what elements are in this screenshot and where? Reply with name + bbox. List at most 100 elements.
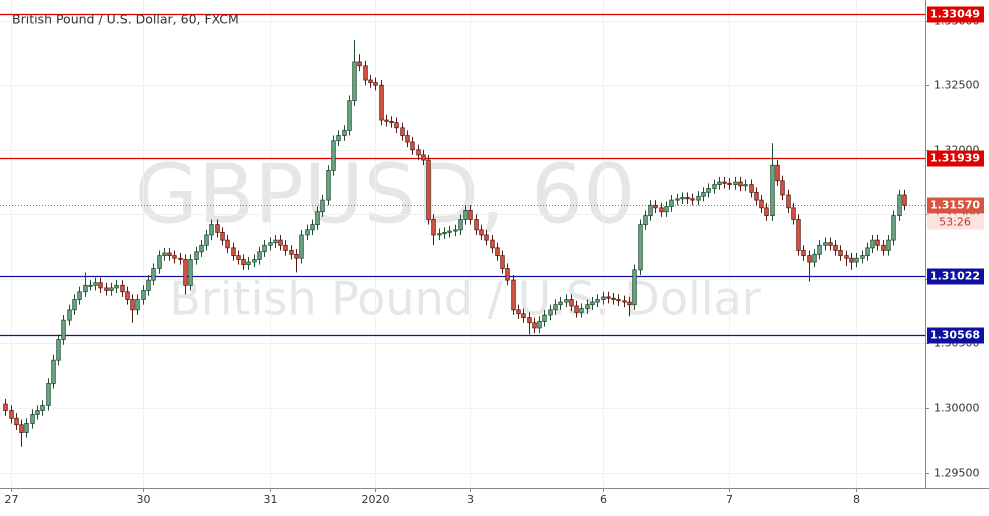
candle-body	[860, 255, 865, 259]
x-tick-label: 27	[5, 493, 19, 506]
candle-body	[484, 234, 489, 241]
candle-body	[225, 239, 230, 249]
candle-body	[823, 242, 828, 246]
candle-body	[675, 198, 680, 201]
candle-body	[812, 253, 817, 263]
price-tag	[927, 327, 984, 344]
candle-body	[35, 410, 40, 415]
candle-body	[416, 149, 421, 156]
candle-body	[764, 207, 769, 216]
candle-body	[897, 194, 902, 216]
candle-body	[400, 127, 405, 136]
candle-body	[320, 199, 325, 213]
candle-body	[780, 180, 785, 196]
candle-body	[209, 224, 214, 236]
candle-body	[252, 259, 257, 263]
candles-group	[3, 40, 907, 447]
candle-body	[659, 207, 664, 213]
price-tag-label: 1.31570	[930, 199, 980, 212]
candle-body	[511, 279, 516, 311]
candle-body	[373, 82, 378, 86]
candle-body	[278, 239, 283, 246]
x-tick-label: 7	[726, 493, 733, 506]
x-tick-label: 3	[467, 493, 474, 506]
candle-body	[162, 252, 167, 257]
candle-body	[114, 284, 119, 289]
candle-body	[844, 255, 849, 259]
candle-body	[241, 259, 246, 266]
candle-body	[19, 424, 24, 433]
candle-body	[77, 291, 82, 300]
candle-body	[733, 181, 738, 186]
candle-body	[14, 417, 19, 426]
candle-body	[474, 219, 479, 231]
candle-body	[352, 61, 357, 102]
candle-body	[468, 210, 473, 220]
x-tick-label: 6	[600, 493, 607, 506]
candle-body	[669, 199, 674, 207]
candle-body	[51, 359, 56, 384]
candle-body	[886, 239, 891, 251]
candle-body	[595, 299, 600, 303]
candle-body	[743, 184, 748, 187]
candle-body	[701, 191, 706, 197]
candle-body	[368, 79, 373, 84]
candle-body	[257, 251, 262, 260]
candle-body	[891, 215, 896, 241]
candle-body	[479, 229, 484, 236]
price-tag-label: 1.31939	[930, 152, 980, 165]
price-tags-group: 1.33049 1.31939 1.31022 1.30568 1.31570 53:26	[927, 6, 984, 344]
candle-body	[537, 321, 542, 329]
price-tag-label: 1.31022	[930, 270, 980, 283]
candle-body	[268, 242, 273, 246]
candle-body	[30, 414, 35, 424]
candle-body	[458, 219, 463, 231]
candle-body	[548, 309, 553, 316]
y-tick-label: 1.29500	[934, 467, 980, 480]
candle-body	[532, 322, 537, 329]
candle-body	[9, 410, 14, 419]
candle-body	[770, 164, 775, 216]
candle-body	[796, 219, 801, 251]
candle-body	[579, 308, 584, 313]
candle-body	[135, 299, 140, 311]
candle-body	[178, 257, 183, 260]
x-tick-label: 8	[853, 493, 860, 506]
x-tick-label: 30	[137, 493, 151, 506]
candle-body	[379, 84, 384, 121]
candle-body	[881, 244, 886, 251]
candle-body	[315, 211, 320, 226]
candle-body	[363, 65, 368, 81]
candle-body	[558, 301, 563, 306]
candle-body	[648, 204, 653, 216]
candle-body	[357, 61, 362, 67]
candle-body	[40, 404, 45, 411]
candle-body	[875, 239, 880, 246]
candle-body	[616, 299, 621, 302]
candle-body	[712, 184, 717, 189]
candle-body	[146, 279, 151, 291]
candle-body	[521, 313, 526, 318]
candle-body	[46, 383, 51, 406]
candle-body	[690, 198, 695, 201]
candle-body	[500, 255, 505, 269]
candle-body	[622, 300, 627, 303]
candle-body	[453, 229, 458, 232]
candle-body	[601, 296, 606, 300]
candle-body	[833, 244, 838, 251]
candle-body	[56, 339, 61, 361]
candle-body	[215, 224, 220, 233]
candle-body	[342, 129, 347, 136]
candle-body	[231, 247, 236, 257]
price-tag	[927, 268, 984, 285]
candle-body	[791, 207, 796, 220]
candle-body	[632, 269, 637, 306]
candle-body	[98, 282, 103, 289]
candle-body	[273, 239, 278, 244]
candle-body	[326, 170, 331, 201]
candle-body	[527, 317, 532, 324]
candle-body	[405, 135, 410, 143]
candle-body	[410, 141, 415, 151]
